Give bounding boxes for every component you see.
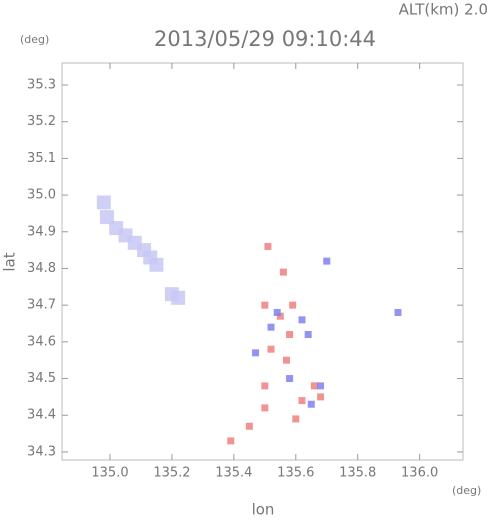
plot-frame [61,62,464,461]
data-point [307,400,315,408]
y-tick-label: 34.5 [27,371,56,386]
data-point [282,356,290,364]
data-point [261,382,269,390]
data-point [96,195,111,210]
y-tick-label: 34.9 [27,224,56,239]
y-tick-label: 34.4 [27,408,56,423]
y-tick-label: 34.6 [27,334,56,349]
data-point [149,257,164,272]
y-tick-label: 35.3 [27,78,56,93]
x-tick-label: 135.0 [91,466,128,481]
y-tick-label: 35.1 [27,151,56,166]
y-axis-label: lat [1,252,19,271]
data-point [267,345,275,353]
data-point [261,404,269,412]
data-point [279,268,287,276]
data-point [304,331,312,339]
data-point [264,242,272,250]
data-point [252,349,260,357]
y-tick-label: 35.2 [27,114,56,129]
data-point [298,316,306,324]
x-unit: (deg) [452,484,481,497]
data-point [286,375,294,383]
data-point [292,415,300,423]
chart-subtitle: ALT(km) 2.0 [399,1,488,19]
data-point [273,309,281,317]
x-tick-label: 136.0 [401,466,438,481]
x-tick-label: 135.2 [153,466,190,481]
data-point [171,290,186,305]
x-axis-label: lon [252,501,275,519]
data-point [261,301,269,309]
x-tick-label: 135.4 [215,466,252,481]
data-point [317,393,325,401]
y-tick-label: 34.3 [27,444,56,459]
data-point [99,210,114,225]
data-point [317,382,325,390]
data-point [394,309,402,317]
y-tick-label: 35.0 [27,188,56,203]
data-point [298,397,306,405]
y-tick-label: 34.7 [27,298,56,313]
data-point [286,331,294,339]
data-point [227,437,235,445]
x-tick-label: 135.8 [339,466,376,481]
data-point [245,422,253,430]
data-point [276,312,284,320]
data-point [323,257,331,265]
data-point [289,301,297,309]
y-unit: (deg) [20,33,49,46]
x-tick-label: 135.6 [277,466,314,481]
y-tick-label: 34.8 [27,261,56,276]
data-point [310,382,318,390]
chart-title: 2013/05/29 09:10:44 [154,27,376,51]
data-point [267,323,275,331]
